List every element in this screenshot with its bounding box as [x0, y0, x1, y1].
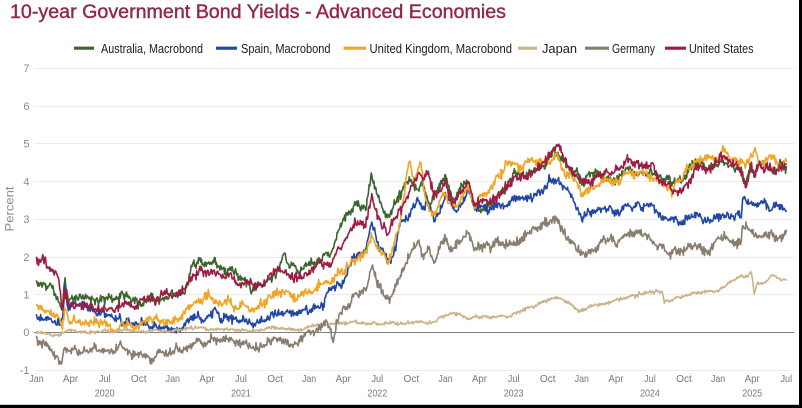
svg-text:Apr: Apr [608, 373, 624, 385]
svg-text:Jul: Jul [508, 373, 520, 385]
svg-text:Jan: Jan [29, 373, 43, 385]
svg-text:Oct: Oct [404, 373, 420, 385]
svg-text:Germany: Germany [612, 42, 656, 56]
svg-text:0: 0 [23, 327, 29, 339]
svg-text:Australia, Macrobond: Australia, Macrobond [101, 42, 203, 56]
svg-text:Jul: Jul [99, 373, 111, 385]
svg-text:Jul: Jul [644, 373, 656, 385]
svg-text:2023: 2023 [504, 387, 524, 399]
svg-text:United States: United States [689, 42, 754, 56]
svg-text:Jul: Jul [371, 373, 383, 385]
svg-text:Oct: Oct [676, 373, 692, 385]
svg-text:7: 7 [23, 63, 29, 75]
svg-text:2022: 2022 [367, 387, 387, 399]
svg-text:Jan: Jan [575, 373, 589, 385]
svg-text:2: 2 [23, 252, 29, 264]
svg-text:United Kingdom, Macrobond: United Kingdom, Macrobond [370, 42, 513, 56]
svg-text:Jan: Jan [711, 373, 725, 385]
svg-text:Oct: Oct [540, 373, 556, 385]
svg-text:Apr: Apr [199, 373, 215, 385]
svg-text:3: 3 [23, 214, 29, 226]
svg-text:Jul: Jul [235, 373, 247, 385]
svg-text:5: 5 [23, 139, 29, 151]
svg-text:Jan: Jan [166, 373, 180, 385]
svg-text:Jul: Jul [780, 373, 792, 385]
svg-text:-1: -1 [20, 365, 30, 377]
svg-text:Percent: Percent [3, 186, 17, 232]
svg-text:Jan: Jan [438, 373, 452, 385]
svg-text:10-year Government Bond Yields: 10-year Government Bond Yields - Advance… [10, 1, 506, 23]
svg-text:Oct: Oct [131, 373, 147, 385]
svg-text:Oct: Oct [267, 373, 283, 385]
svg-text:2025: 2025 [742, 387, 762, 399]
svg-text:4: 4 [23, 176, 29, 188]
svg-text:Jan: Jan [302, 373, 316, 385]
svg-text:Spain, Macrobond: Spain, Macrobond [241, 42, 331, 56]
svg-text:Japan: Japan [542, 42, 577, 56]
svg-text:1: 1 [23, 290, 29, 302]
svg-text:Apr: Apr [472, 373, 488, 385]
svg-text:2021: 2021 [231, 387, 251, 399]
svg-text:Apr: Apr [745, 373, 761, 385]
svg-text:Apr: Apr [336, 373, 352, 385]
svg-text:Apr: Apr [63, 373, 79, 385]
svg-text:6: 6 [23, 101, 29, 113]
svg-text:2024: 2024 [640, 387, 660, 399]
svg-text:2020: 2020 [95, 387, 115, 399]
